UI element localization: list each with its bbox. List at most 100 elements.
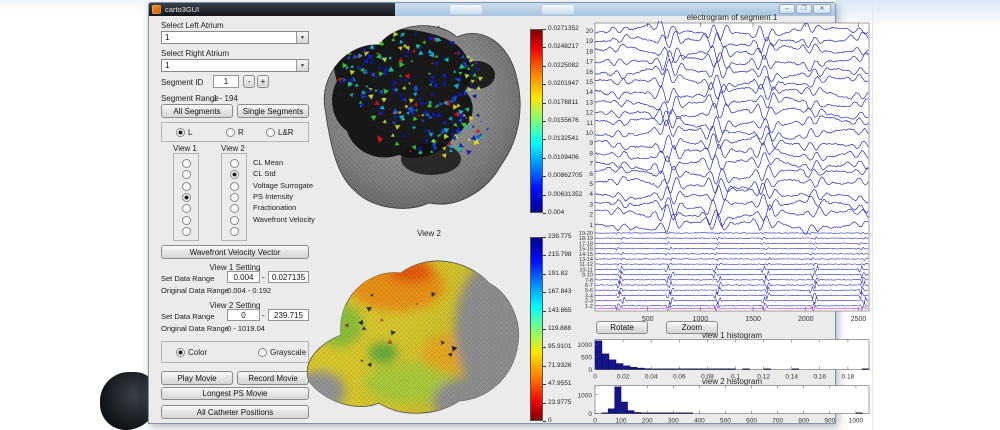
histogram-bar <box>700 369 707 370</box>
histogram-bar <box>651 369 658 370</box>
colorbar-tick-mark <box>543 403 546 404</box>
color-mode-radio-color[interactable] <box>176 348 185 357</box>
select-left-atrium-label: Select Left Atrium <box>161 21 224 30</box>
histogram-bar <box>714 369 721 370</box>
colorbar-tick-mark <box>543 384 546 385</box>
view1-atrium-mesh[interactable] <box>309 17 527 219</box>
histogram-bar <box>728 369 735 370</box>
color-mode-label: Color <box>188 348 207 357</box>
histogram-bar <box>630 367 637 369</box>
histogram-bar <box>644 369 651 370</box>
histogram-y-tick-label: 0 <box>588 411 592 418</box>
view1-metric-radio-5[interactable] <box>182 216 191 225</box>
view1-set-range-label: Set Data Range <box>161 274 214 283</box>
electrogram-channel-label: 4 <box>589 191 593 198</box>
view2-metric-radio-5[interactable] <box>230 216 239 225</box>
view2-colorbar <box>530 237 543 421</box>
view1-colorbar <box>530 29 543 213</box>
view1-metric-radio-3[interactable] <box>182 193 191 202</box>
chevron-down-icon[interactable]: ▼ <box>296 32 308 43</box>
histogram-bar <box>792 369 799 370</box>
histogram-y-tick-label: 1000 <box>578 342 593 349</box>
view2-metric-radio-4[interactable] <box>230 204 239 213</box>
histogram-bar <box>667 413 674 414</box>
view2-orig-range-label: Original Data Range <box>161 324 229 333</box>
view1-metric-radio-2[interactable] <box>182 182 191 191</box>
histogram-bar <box>673 413 680 414</box>
histogram-bar <box>647 413 654 414</box>
atrium-radio-l&r[interactable] <box>266 128 275 137</box>
histogram-bar <box>602 413 609 414</box>
view1-metric-radio-box <box>173 153 199 241</box>
matlab-app-icon <box>152 5 161 14</box>
colorbar-tick-mark <box>543 311 546 312</box>
colorbar-tick-mark <box>543 329 546 330</box>
color-mode-group: ColorGrayscale <box>161 341 309 363</box>
view1-metric-radio-4[interactable] <box>182 204 191 213</box>
view2-atrium-mesh[interactable] <box>299 233 529 423</box>
view2-metric-radio-0[interactable] <box>230 159 239 168</box>
histogram-bar <box>615 387 622 414</box>
segment-id-field[interactable] <box>213 75 239 88</box>
histogram-x-tick-label: 900 <box>824 418 835 425</box>
electrogram-channel-label: 18 <box>586 48 594 55</box>
select-right-atrium-label: Select Right Atrium <box>161 49 229 58</box>
histogram-x-tick-label: 1000 <box>849 418 864 425</box>
view2-metric-radio-3[interactable] <box>230 193 239 202</box>
view1-metric-radio-6[interactable] <box>182 227 191 236</box>
histogram-x-tick-label: 100 <box>616 418 627 425</box>
electrogram-channel-label: 15 <box>586 79 594 86</box>
wavefront-velocity-vector-button[interactable]: Wavefront Velocity Vector <box>161 245 309 259</box>
histogram-bar <box>654 413 661 414</box>
view1-metric-radio-0[interactable] <box>182 159 191 168</box>
histogram-bar <box>679 369 686 370</box>
view1-orig-range-label: Original Data Range <box>161 286 229 295</box>
electrogram-channel-label: 20 <box>586 28 594 35</box>
view2-metric-radio-2[interactable] <box>230 182 239 191</box>
segment-decrement-button[interactable]: - <box>243 75 255 88</box>
colorbar-tick-mark <box>543 158 546 159</box>
segment-range-value: 1 - 194 <box>213 94 238 103</box>
window-title: carto3GUI <box>165 5 199 14</box>
view1-range-min-field[interactable] <box>227 271 260 283</box>
view1-metric-radio-1[interactable] <box>182 170 191 179</box>
segment-range-label: Segment Range <box>161 94 219 103</box>
view2-range-min-field[interactable] <box>227 309 260 321</box>
view2-metric-radio-1[interactable] <box>230 170 239 179</box>
select-left-atrium-dropdown[interactable]: 1 ▼ <box>161 31 309 44</box>
histogram-y-tick-label: 0 <box>588 367 592 374</box>
view2-metric-radio-box <box>221 153 247 241</box>
atrium-selection-group: LRL&R <box>161 122 309 142</box>
chevron-down-icon[interactable]: ▼ <box>296 60 308 71</box>
histogram-bar <box>680 413 687 414</box>
electrogram-channel-label: 17 <box>586 59 594 66</box>
colorbar-tick-label: 0 <box>548 417 552 424</box>
electrogram-channel-label: 9 <box>589 140 593 147</box>
histogram-x-tick-label: 800 <box>798 418 809 425</box>
select-right-atrium-dropdown[interactable]: 1 ▼ <box>161 59 309 72</box>
play-movie-button[interactable]: Play Movie <box>161 371 233 385</box>
histogram-bar <box>634 412 641 413</box>
histogram-bar <box>660 413 667 414</box>
single-segments-button[interactable]: Single Segments <box>237 104 309 118</box>
colorbar-tick-mark <box>543 195 546 196</box>
electrogram-x-tick-label: 2000 <box>798 316 814 323</box>
atrium-radio-l[interactable] <box>176 128 185 137</box>
longest-ps-movie-button[interactable]: Longest PS Movie <box>161 387 309 400</box>
electrogram-x-tick-label: 1500 <box>745 316 761 323</box>
all-catheter-positions-button[interactable]: All Catheter Positions <box>161 405 309 419</box>
all-segments-button[interactable]: All Segments <box>161 104 233 118</box>
histogram-bar <box>707 369 714 370</box>
atrium-radio-r[interactable] <box>226 128 235 137</box>
color-mode-radio-grayscale[interactable] <box>258 348 267 357</box>
histogram-x-tick-label: 400 <box>694 418 705 425</box>
electrogram-channel-label: 7 <box>589 161 593 168</box>
background-toolbar-button <box>541 4 575 15</box>
view2-metric-radio-6[interactable] <box>230 227 239 236</box>
electrogram-channel-label: 6 <box>589 171 593 178</box>
view2-histogram-plot[interactable]: 0100200300400500600700800900100001000 <box>563 385 873 427</box>
electrogram-plot[interactable]: 201918171615141312111098765432119-2018-1… <box>563 21 873 329</box>
segment-increment-button[interactable]: + <box>257 75 269 88</box>
metric-option-label: Wavefront Velocity <box>253 215 315 224</box>
histogram-bar <box>609 360 616 370</box>
